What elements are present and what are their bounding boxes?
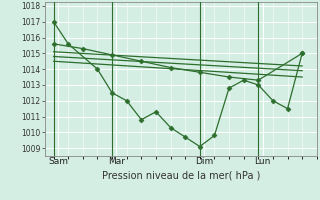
X-axis label: Pression niveau de la mer( hPa ): Pression niveau de la mer( hPa ) — [102, 171, 260, 181]
